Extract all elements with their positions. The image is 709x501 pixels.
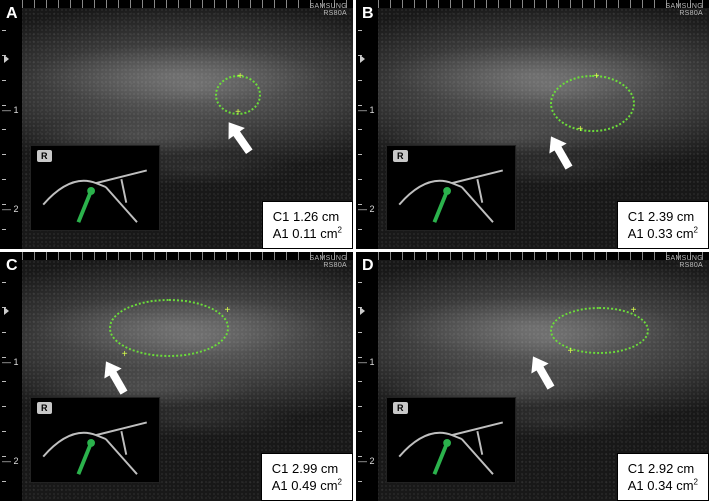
measurement-c1: C1 1.26 cm: [273, 208, 342, 226]
scale-label: — 2: [358, 456, 375, 466]
roi-marker-icon: +: [576, 126, 584, 134]
depth-marker-icon: [360, 55, 365, 63]
roi-outline: + +: [215, 75, 261, 115]
measurement-box: C1 1.26 cm A1 0.11 cm2: [262, 201, 353, 249]
device-brand: SAMSUNG RS80A: [666, 3, 704, 17]
side-label: R: [393, 150, 408, 162]
measurement-a1: A1 0.34 cm2: [628, 477, 698, 495]
roi-outline: + +: [550, 75, 635, 132]
measurement-c1: C1 2.92 cm: [628, 460, 698, 478]
ultrasound-panel: — 1 — 2 SAMSUNG RS80A B + + R C1 2.39 cm …: [356, 0, 709, 249]
depth-ruler-top: [378, 0, 709, 8]
scale-label: — 1: [2, 357, 19, 367]
roi-marker-icon: +: [223, 307, 231, 315]
device-brand: SAMSUNG RS80A: [310, 3, 348, 17]
scale-label: — 2: [2, 204, 19, 214]
roi-outline: + +: [109, 299, 229, 356]
panel-letter: B: [362, 5, 374, 23]
depth-ruler-left: — 1 — 2: [356, 0, 378, 249]
side-label: R: [37, 402, 52, 414]
brand-line2: RS80A: [666, 10, 704, 17]
ultrasound-panel: — 1 — 2 SAMSUNG RS80A D + + R C1 2.92 cm …: [356, 252, 709, 501]
panel-letter: C: [6, 257, 18, 275]
roi-marker-icon: +: [236, 73, 244, 81]
measurement-c1: C1 2.39 cm: [628, 208, 698, 226]
brand-line2: RS80A: [310, 10, 348, 17]
brand-line2: RS80A: [666, 262, 704, 269]
roi-marker-icon: +: [566, 348, 574, 356]
depth-ruler-top: [22, 0, 353, 8]
brand-line1: SAMSUNG: [666, 3, 704, 10]
brand-line1: SAMSUNG: [310, 255, 348, 262]
probe-orientation-inset: R: [386, 397, 516, 483]
measurement-box: C1 2.92 cm A1 0.34 cm2: [617, 453, 709, 501]
depth-ruler-left: — 1 — 2: [0, 0, 22, 249]
scale-label: — 1: [358, 357, 375, 367]
measurement-c1: C1 2.99 cm: [272, 460, 342, 478]
scale-label: — 1: [2, 105, 19, 115]
measurement-a1: A1 0.11 cm2: [273, 225, 342, 243]
depth-marker-icon: [4, 55, 9, 63]
scale-label: — 2: [358, 204, 375, 214]
probe-orientation-inset: R: [386, 145, 516, 231]
scale-label: — 1: [358, 105, 375, 115]
probe-orientation-inset: R: [30, 397, 160, 483]
device-brand: SAMSUNG RS80A: [666, 255, 704, 269]
ultrasound-panel: — 1 — 2 SAMSUNG RS80A A + + R C1 1.26 cm …: [0, 0, 353, 249]
ultrasound-panel: — 1 — 2 SAMSUNG RS80A C + + R C1 2.99 cm …: [0, 252, 353, 501]
device-brand: SAMSUNG RS80A: [310, 255, 348, 269]
panel-letter: A: [6, 5, 18, 23]
depth-marker-icon: [360, 307, 365, 315]
measurement-a1: A1 0.49 cm2: [272, 477, 342, 495]
measurement-a1: A1 0.33 cm2: [628, 225, 698, 243]
roi-outline: + +: [550, 307, 649, 354]
depth-ruler-top: [22, 252, 353, 260]
scale-label: — 2: [2, 456, 19, 466]
panel-letter: D: [362, 257, 374, 275]
brand-line1: SAMSUNG: [666, 255, 704, 262]
depth-ruler-left: — 1 — 2: [356, 252, 378, 501]
brand-line2: RS80A: [310, 262, 348, 269]
brand-line1: SAMSUNG: [310, 3, 348, 10]
measurement-box: C1 2.39 cm A1 0.33 cm2: [617, 201, 709, 249]
roi-marker-icon: +: [593, 73, 601, 81]
side-label: R: [37, 150, 52, 162]
depth-marker-icon: [4, 307, 9, 315]
side-label: R: [393, 402, 408, 414]
depth-ruler-top: [378, 252, 709, 260]
measurement-box: C1 2.99 cm A1 0.49 cm2: [261, 453, 353, 501]
probe-orientation-inset: R: [30, 145, 160, 231]
depth-ruler-left: — 1 — 2: [0, 252, 22, 501]
roi-marker-icon: +: [630, 307, 638, 315]
